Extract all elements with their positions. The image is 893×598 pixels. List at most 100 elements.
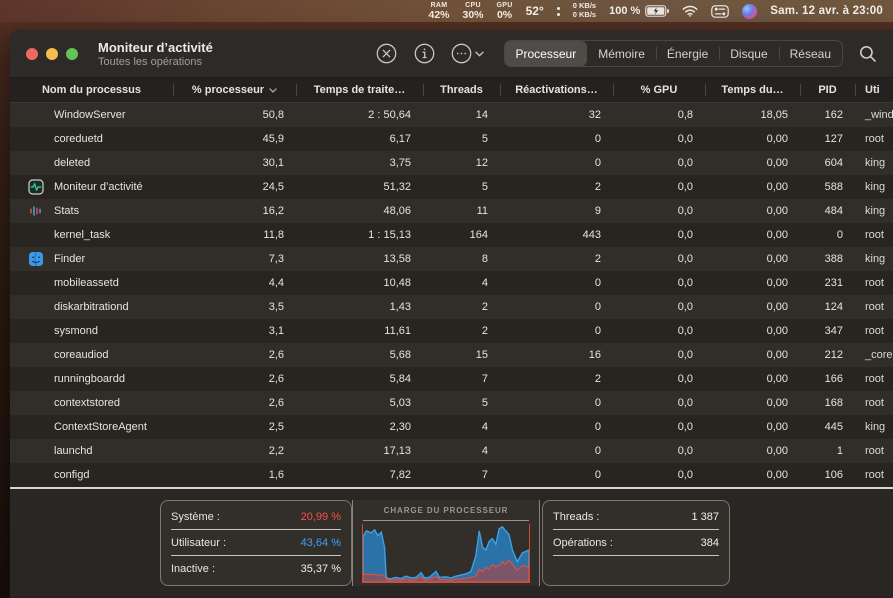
process-name: sysmond <box>54 325 98 337</box>
table-row[interactable]: coreduetd 45,9 6,17 5 0 0,0 0,00 127 roo… <box>10 127 893 151</box>
menubar-clock[interactable]: Sam. 12 avr. à 23:00 <box>770 5 883 17</box>
cell-cpu-percent: 50,8 <box>173 109 296 121</box>
column-header-cpu-time[interactable]: Temps de traite… <box>296 78 423 102</box>
threads-stat-row: Threads : 1 387 <box>553 504 719 530</box>
table-row[interactable]: runningboardd 2,6 5,84 7 2 0,0 0,00 166 … <box>10 367 893 391</box>
cell-wakeups: 9 <box>500 205 613 217</box>
cell-gpu-time: 0,00 <box>705 445 800 457</box>
cell-gpu-percent: 0,0 <box>613 205 705 217</box>
process-icon <box>28 323 44 339</box>
tab-memoire[interactable]: Mémoire <box>587 41 656 66</box>
cell-cpu-time: 6,17 <box>296 133 423 145</box>
table-row[interactable]: sysmond 3,1 11,61 2 0 0,0 0,00 347 root <box>10 319 893 343</box>
cell-threads: 11 <box>423 205 500 217</box>
table-row[interactable]: diskarbitrationd 3,5 1,43 2 0 0,0 0,00 1… <box>10 295 893 319</box>
cell-wakeups: 0 <box>500 157 613 169</box>
table-row[interactable]: coreaudiod 2,6 5,68 15 16 0,0 0,00 212 _… <box>10 343 893 367</box>
table-row[interactable]: Moniteur d’activité 24,5 51,32 5 2 0,0 0… <box>10 175 893 199</box>
cell-gpu-time: 0,00 <box>705 277 800 289</box>
table-row[interactable]: WindowServer 50,8 2 : 50,64 14 32 0,8 18… <box>10 103 893 127</box>
cell-gpu-percent: 0,0 <box>613 421 705 433</box>
cell-pid: 0 <box>800 229 855 241</box>
cell-gpu-percent: 0,0 <box>613 301 705 313</box>
system-value: 20,99 % <box>301 511 341 523</box>
menubar-network-module[interactable]: 0 KB/s 0 KB/s <box>573 2 596 19</box>
inspect-process-button[interactable] <box>413 42 437 66</box>
table-row[interactable]: contextstored 2,6 5,03 5 0 0,0 0,00 168 … <box>10 391 893 415</box>
column-header-name[interactable]: Nom du processus <box>10 78 173 102</box>
cell-user: king <box>855 421 893 433</box>
process-icon <box>28 107 44 123</box>
cell-cpu-time: 1 : 15,13 <box>296 229 423 241</box>
cell-gpu-time: 0,00 <box>705 133 800 145</box>
minimize-window-button[interactable] <box>46 48 58 60</box>
cell-threads: 15 <box>423 349 500 361</box>
menubar-gpu-module[interactable]: GPU 0% <box>497 2 513 21</box>
cell-gpu-percent: 0,0 <box>613 349 705 361</box>
window-title: Moniteur d’activité <box>98 40 213 55</box>
cell-wakeups: 0 <box>500 133 613 145</box>
table-row[interactable]: deleted 30,1 3,75 12 0 0,0 0,00 604 king <box>10 151 893 175</box>
cell-threads: 7 <box>423 469 500 481</box>
operations-value: 384 <box>701 537 719 549</box>
cell-cpu-percent: 30,1 <box>173 157 296 169</box>
column-header-user[interactable]: Uti <box>855 78 893 102</box>
table-row[interactable]: ContextStoreAgent 2,5 2,30 4 0 0,0 0,00 … <box>10 415 893 439</box>
operations-label: Opérations : <box>553 537 613 549</box>
cell-gpu-time: 0,00 <box>705 301 800 313</box>
table-row[interactable]: Finder 7,3 13,58 8 2 0,0 0,00 388 king <box>10 247 893 271</box>
footer-panel: Système : 20,99 % Utilisateur : 43,64 % … <box>10 489 893 596</box>
tab-reseau[interactable]: Réseau <box>779 41 842 66</box>
process-name: ContextStoreAgent <box>54 421 147 433</box>
cell-pid: 588 <box>800 181 855 193</box>
column-header-gpu[interactable]: % GPU <box>613 78 705 102</box>
table-row[interactable]: kernel_task 11,8 1 : 15,13 164 443 0,0 0… <box>10 223 893 247</box>
menubar-battery-module[interactable]: 100 % <box>609 5 669 17</box>
quit-process-button[interactable] <box>375 42 399 66</box>
dots-menu-icon[interactable] <box>557 7 560 16</box>
cpu-load-title-rule <box>363 520 529 521</box>
column-header-gpu-time[interactable]: Temps du… <box>705 78 800 102</box>
table-row[interactable]: Stats 16,2 48,06 11 9 0,0 0,00 484 king <box>10 199 893 223</box>
siri-icon[interactable] <box>742 4 757 19</box>
tab-disque[interactable]: Disque <box>719 41 778 66</box>
cell-threads: 4 <box>423 445 500 457</box>
table-row[interactable]: launchd 2,2 17,13 4 0 0,0 0,00 1 root <box>10 439 893 463</box>
process-icon <box>28 299 44 315</box>
process-rows: WindowServer 50,8 2 : 50,64 14 32 0,8 18… <box>10 103 893 487</box>
menubar-ram-module[interactable]: RAM 42% <box>428 2 449 21</box>
control-center-icon[interactable] <box>711 5 729 18</box>
menubar-temperature[interactable]: 52° <box>526 4 544 18</box>
cell-user: king <box>855 157 893 169</box>
process-name: kernel_task <box>54 229 110 241</box>
cell-threads: 8 <box>423 253 500 265</box>
column-header-pid[interactable]: PID <box>800 78 855 102</box>
table-row[interactable]: configd 1,6 7,82 7 0 0,0 0,00 106 root <box>10 463 893 487</box>
cell-gpu-time: 0,00 <box>705 253 800 265</box>
tab-processeur[interactable]: Processeur <box>505 41 588 66</box>
process-name: runningboardd <box>54 373 125 385</box>
cell-gpu-percent: 0,0 <box>613 229 705 241</box>
column-header-wakeups[interactable]: Réactivations… <box>500 78 613 102</box>
system-label: Système : <box>171 511 220 523</box>
tab-energie[interactable]: Énergie <box>656 41 719 66</box>
cell-cpu-time: 13,58 <box>296 253 423 265</box>
stats-icon <box>28 203 44 219</box>
column-header-threads[interactable]: Threads <box>423 78 500 102</box>
column-header-cpu[interactable]: % processeur <box>173 78 296 102</box>
cell-wakeups: 443 <box>500 229 613 241</box>
cell-pid: 106 <box>800 469 855 481</box>
cell-gpu-time: 0,00 <box>705 469 800 481</box>
wifi-icon[interactable] <box>682 5 698 17</box>
more-options-button[interactable] <box>451 43 484 64</box>
cell-pid: 212 <box>800 349 855 361</box>
menubar-cpu-module[interactable]: CPU 30% <box>463 2 484 21</box>
zoom-window-button[interactable] <box>66 48 78 60</box>
close-window-button[interactable] <box>26 48 38 60</box>
cell-gpu-percent: 0,0 <box>613 181 705 193</box>
cpu-value: 30% <box>463 10 484 21</box>
idle-label: Inactive : <box>171 563 215 575</box>
search-button[interactable] <box>859 45 877 63</box>
table-row[interactable]: mobileassetd 4,4 10,48 4 0 0,0 0,00 231 … <box>10 271 893 295</box>
cell-cpu-percent: 3,5 <box>173 301 296 313</box>
